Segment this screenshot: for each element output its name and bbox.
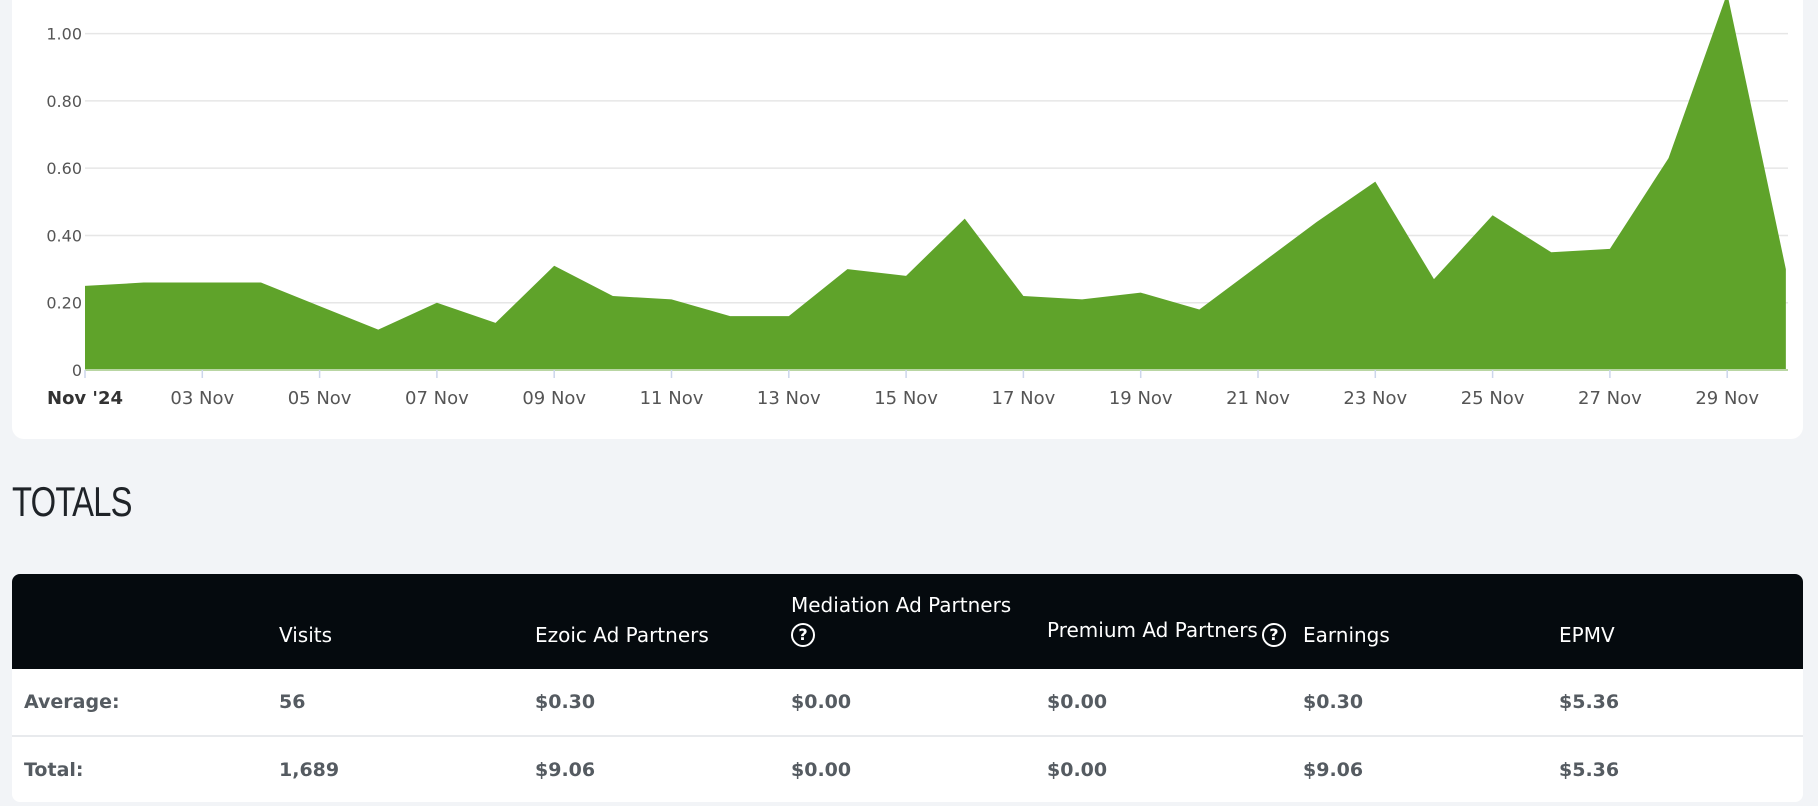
x-tick-label: 15 Nov [874,388,938,409]
header-premium-ad-partners: Premium Ad Partners? [1047,574,1303,669]
cell-earnings: $0.30 [1303,691,1364,713]
x-tick-label: 19 Nov [1109,388,1173,409]
header-mediation-ad-partners: Mediation Ad Partners ? [791,574,1047,669]
header-earnings: Earnings [1303,623,1390,647]
y-tick-label: 1.00 [46,25,82,44]
cell-epmv: $5.36 [1559,735,1803,802]
x-tick-label: 03 Nov [170,388,234,409]
header-blank [12,574,279,669]
row-label: Total: [12,735,279,802]
cell-earnings: $9.06 [1303,735,1559,802]
y-tick-label: 0.20 [46,294,82,313]
cell-mediation: $0.00 [791,735,1047,802]
x-tick-label: 11 Nov [640,388,704,409]
table-row-average: Average: 56 $0.30 $0.00 $0.00 $0.30 $5.3… [12,669,1803,736]
earnings-chart-card: 0 0.20 0.40 0.60 0.80 1.00 Nov '24 03 Nov 05 Nov… [12,0,1803,439]
totals-header-row: Visits Ezoic Ad Partners Mediation Ad Pa… [12,574,1803,669]
x-tick-label: 17 Nov [992,388,1056,409]
y-tick-label: 0 [72,361,82,380]
row-label: Average: [24,691,120,713]
earnings-area-chart: 0 0.20 0.40 0.60 0.80 1.00 Nov '24 03 Nov 05 Nov… [46,0,1788,409]
x-tick-label: 29 Nov [1695,388,1759,409]
x-tick-label: 23 Nov [1343,388,1407,409]
cell-visits: 56 [279,691,306,713]
cell-mediation: $0.00 [791,691,852,713]
cell-visits: 1,689 [279,735,535,802]
x-tick-label: 05 Nov [288,388,352,409]
y-tick-label: 0.80 [46,92,82,111]
x-tick-label: 27 Nov [1578,388,1642,409]
y-tick-label: 0.40 [46,226,82,245]
totals-table: Visits Ezoic Ad Partners Mediation Ad Pa… [12,574,1803,802]
x-tick-label: 25 Nov [1461,388,1525,409]
y-tick-label: 0.60 [46,159,82,178]
totals-heading: TOTALS [12,478,133,525]
cell-premium: $0.00 [1047,735,1303,802]
x-tick-label: 09 Nov [522,388,586,409]
table-row-total: Total: 1,689 $9.06 $0.00 $0.00 $9.06 $5.… [12,735,1803,802]
header-epmv: EPMV [1559,623,1615,647]
cell-ezoic: $0.30 [535,691,596,713]
x-tick-label: 07 Nov [405,388,469,409]
x-tick-label: 13 Nov [757,388,821,409]
question-circle-icon[interactable]: ? [1261,623,1286,647]
x-tick-label: Nov '24 [47,388,123,409]
cell-premium: $0.00 [1047,691,1108,713]
header-visits: Visits [279,623,333,647]
cell-ezoic: $9.06 [535,735,791,802]
header-ezoic-ad-partners: Ezoic Ad Partners [535,623,709,647]
x-tick-label: 21 Nov [1226,388,1290,409]
cell-epmv: $5.36 [1559,691,1620,713]
earnings-area-series [85,0,1786,370]
question-circle-icon[interactable]: ? [791,623,815,647]
